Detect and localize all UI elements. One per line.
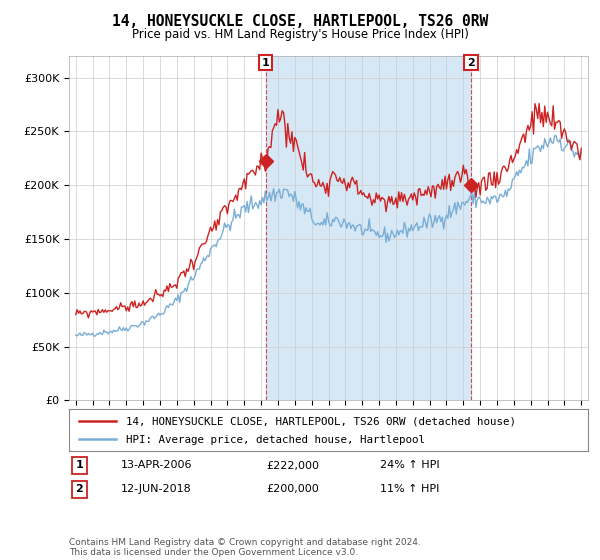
Text: 1: 1 [262,58,269,68]
Text: 14, HONEYSUCKLE CLOSE, HARTLEPOOL, TS26 0RW (detached house): 14, HONEYSUCKLE CLOSE, HARTLEPOOL, TS26 … [126,417,516,426]
Text: 2: 2 [76,484,83,494]
Text: £222,000: £222,000 [266,460,319,470]
Text: £200,000: £200,000 [266,484,319,494]
Text: HPI: Average price, detached house, Hartlepool: HPI: Average price, detached house, Hart… [126,435,425,445]
Text: 14, HONEYSUCKLE CLOSE, HARTLEPOOL, TS26 0RW: 14, HONEYSUCKLE CLOSE, HARTLEPOOL, TS26 … [112,14,488,29]
Text: 1: 1 [76,460,83,470]
Text: 12-JUN-2018: 12-JUN-2018 [121,484,191,494]
Bar [266,56,471,400]
Text: Price paid vs. HM Land Registry's House Price Index (HPI): Price paid vs. HM Land Registry's House … [131,28,469,41]
Text: 11% ↑ HPI: 11% ↑ HPI [380,484,440,494]
Text: Contains HM Land Registry data © Crown copyright and database right 2024.
This d: Contains HM Land Registry data © Crown c… [69,538,421,557]
Text: 13-APR-2006: 13-APR-2006 [121,460,193,470]
Text: 24% ↑ HPI: 24% ↑ HPI [380,460,440,470]
Text: 2: 2 [467,58,475,68]
